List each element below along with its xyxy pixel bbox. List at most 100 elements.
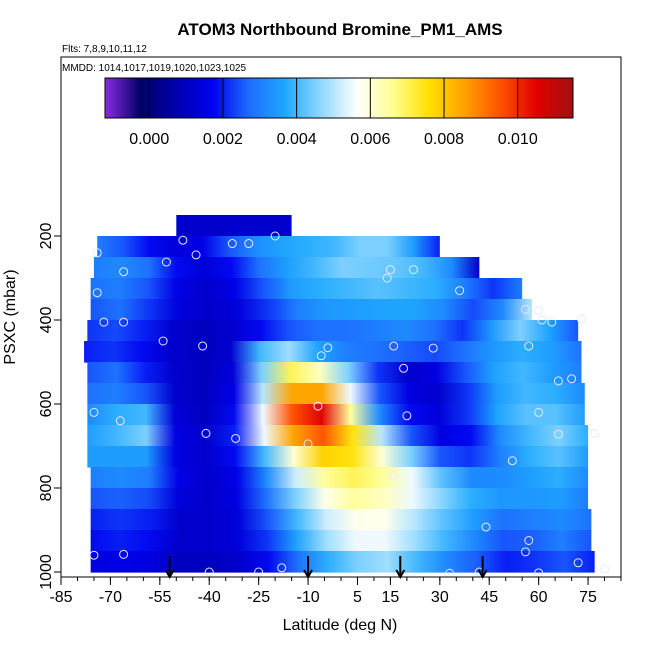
sample-point [191, 250, 201, 260]
heatmap-band [90, 467, 589, 489]
heatmap-band [90, 299, 533, 321]
sample-point [534, 306, 544, 316]
sample-point [89, 407, 99, 417]
sample-point [158, 336, 168, 346]
sample-point [244, 239, 254, 249]
sample-point [270, 231, 280, 241]
sample-point [389, 341, 399, 351]
heatmap-band [93, 257, 480, 279]
flights-note: Flts: 7,8,9,10,11,12 [62, 44, 147, 55]
heatmap-band [87, 446, 589, 468]
x-tick-label: -70 [99, 589, 122, 606]
x-axis-label: Latitude (deg N) [283, 617, 398, 634]
sample-point [227, 239, 237, 249]
sample-point [316, 351, 326, 361]
heatmap-band [87, 320, 579, 342]
sample-point [313, 401, 323, 411]
colorbar-tick-label: 0.000 [129, 131, 169, 148]
y-tick-label: 400 [38, 307, 55, 334]
x-tick-label: -25 [247, 589, 270, 606]
sample-point [408, 265, 418, 275]
sample-point [576, 314, 586, 324]
sample-point [399, 363, 409, 373]
sample-point [303, 439, 313, 449]
sample-point [507, 456, 517, 466]
sample-point [445, 568, 455, 577]
colorbar-tick-label: 0.008 [424, 131, 464, 148]
x-tick-label: 5 [353, 589, 362, 606]
sample-point [92, 288, 102, 298]
sample-point [89, 550, 99, 560]
sample-point [573, 558, 583, 568]
x-tick-label: 75 [579, 589, 597, 606]
colorbar [104, 77, 574, 119]
colorbar-tick-label: 0.006 [350, 131, 390, 148]
sample-point [481, 522, 491, 532]
sample-point [382, 273, 392, 283]
heatmap-band [87, 362, 582, 384]
sample-point [520, 305, 530, 314]
sample-point [119, 317, 129, 327]
sample-point [428, 343, 438, 353]
sample-point [99, 317, 109, 327]
x-tick-label: 30 [431, 589, 449, 606]
sample-point [389, 470, 399, 480]
x-tick-label: 60 [530, 589, 548, 606]
sample-point [524, 341, 534, 351]
y-tick-label: 1000 [38, 554, 55, 590]
y-tick-label: 800 [38, 475, 55, 502]
x-tick-label: 45 [480, 589, 498, 606]
heatmap-band [90, 488, 589, 510]
x-tick-label: -55 [148, 589, 171, 606]
heatmap-band [84, 341, 582, 363]
heatmap-band [87, 383, 585, 405]
sample-point [547, 317, 557, 327]
sample-point [385, 265, 395, 275]
heatmap-band [90, 278, 523, 300]
sample-point [524, 536, 534, 545]
colorbar-tick-label: 0.004 [277, 131, 317, 148]
colorbar-tick-label: 0.010 [498, 131, 538, 148]
y-tick-label: 200 [38, 223, 55, 250]
heatmap-band [90, 551, 595, 573]
sample-points-layer [89, 231, 610, 577]
sample-point [178, 235, 188, 245]
sample-point [534, 407, 544, 417]
y-tick-label: 600 [38, 391, 55, 418]
sample-point [231, 433, 241, 443]
y-axis-ticks: 200 400 600 800 1000 [38, 223, 61, 590]
sample-point [402, 411, 412, 421]
sample-point [198, 341, 208, 351]
sample-point [161, 257, 171, 267]
sample-point [553, 376, 563, 386]
heatmap-band [87, 425, 589, 447]
x-tick-label: -10 [296, 589, 319, 606]
sample-point [201, 428, 211, 438]
sample-point [537, 315, 547, 325]
sample-point [520, 547, 530, 557]
sample-point [254, 567, 264, 577]
heatmap-layer [84, 215, 595, 573]
dates-note: MMDD: 1014,1017,1019,1020,1023,1025 [62, 63, 246, 74]
sample-point [119, 549, 129, 559]
sample-point [92, 248, 102, 258]
sample-point [455, 286, 465, 296]
x-tick-label: -40 [198, 589, 221, 606]
sample-point [590, 428, 600, 438]
sample-point [119, 267, 129, 277]
sample-point [600, 564, 610, 574]
heatmap-band [87, 404, 585, 426]
x-tick-label: -85 [49, 589, 72, 606]
y-axis-label: PSXC (mbar) [2, 269, 19, 364]
heatmap-band [97, 236, 440, 258]
x-axis-ticks: -85 -70 -55 -40 -25 -10 5 15 30 45 60 75 [49, 577, 622, 606]
sample-point [567, 374, 577, 384]
chart-title: ATOM3 Northbound Bromine_PM1_AMS [177, 20, 502, 39]
heatmap-band [90, 509, 592, 531]
sample-point [115, 416, 125, 426]
x-tick-label: 15 [382, 589, 400, 606]
heatmap-band [90, 530, 592, 552]
sample-point [204, 567, 214, 577]
colorbar-tick-label: 0.002 [203, 131, 243, 148]
